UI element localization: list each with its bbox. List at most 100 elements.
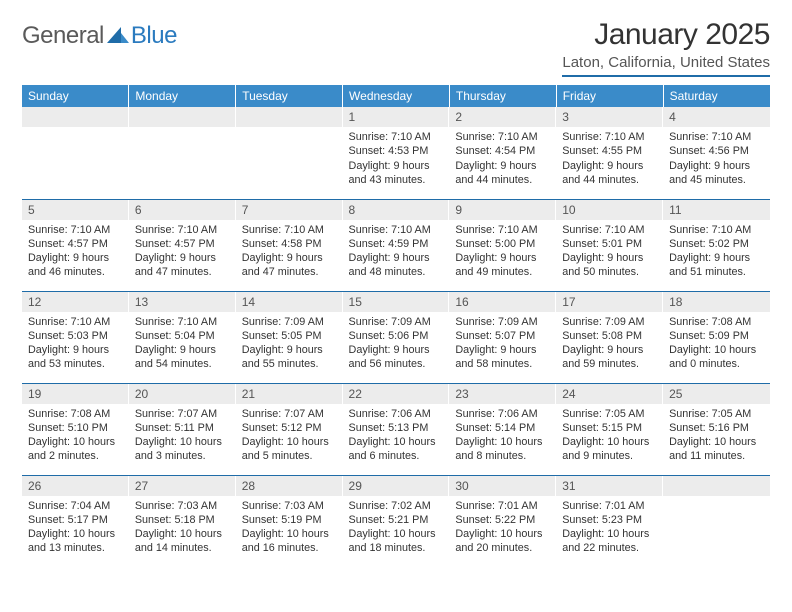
sunset-line: Sunset: 5:16 PM	[669, 421, 764, 435]
daylight-line: Daylight: 9 hours and 47 minutes.	[242, 251, 337, 280]
calendar-body: 1Sunrise: 7:10 AMSunset: 4:53 PMDaylight…	[22, 107, 770, 567]
day-cell: 21Sunrise: 7:07 AMSunset: 5:12 PMDayligh…	[236, 383, 343, 475]
sunrise-line: Sunrise: 7:09 AM	[562, 315, 657, 329]
day-cell: 7Sunrise: 7:10 AMSunset: 4:58 PMDaylight…	[236, 199, 343, 291]
day-body: Sunrise: 7:06 AMSunset: 5:13 PMDaylight:…	[343, 404, 450, 468]
daylight-line: Daylight: 10 hours and 18 minutes.	[349, 527, 444, 556]
sunrise-line: Sunrise: 7:06 AM	[455, 407, 550, 421]
day-number: 15	[343, 292, 450, 312]
sunrise-line: Sunrise: 7:10 AM	[349, 223, 444, 237]
sunrise-line: Sunrise: 7:10 AM	[135, 315, 230, 329]
daylight-line: Daylight: 10 hours and 5 minutes.	[242, 435, 337, 464]
sunrise-line: Sunrise: 7:05 AM	[669, 407, 764, 421]
sunrise-line: Sunrise: 7:05 AM	[562, 407, 657, 421]
day-number: 24	[556, 384, 663, 404]
day-body: Sunrise: 7:09 AMSunset: 5:08 PMDaylight:…	[556, 312, 663, 376]
week-row: 12Sunrise: 7:10 AMSunset: 5:03 PMDayligh…	[22, 291, 770, 383]
brand-text-general: General	[22, 22, 104, 50]
daylight-line: Daylight: 9 hours and 59 minutes.	[562, 343, 657, 372]
day-cell: 17Sunrise: 7:09 AMSunset: 5:08 PMDayligh…	[556, 291, 663, 383]
sunrise-line: Sunrise: 7:10 AM	[455, 130, 550, 144]
sunrise-line: Sunrise: 7:02 AM	[349, 499, 444, 513]
day-cell: 6Sunrise: 7:10 AMSunset: 4:57 PMDaylight…	[129, 199, 236, 291]
sunset-line: Sunset: 4:55 PM	[562, 144, 657, 158]
sunrise-line: Sunrise: 7:09 AM	[242, 315, 337, 329]
sunrise-line: Sunrise: 7:09 AM	[455, 315, 550, 329]
day-number: 11	[663, 200, 770, 220]
day-cell: 22Sunrise: 7:06 AMSunset: 5:13 PMDayligh…	[343, 383, 450, 475]
title-block: January 2025 Laton, California, United S…	[562, 18, 770, 77]
day-cell	[236, 107, 343, 199]
daylight-line: Daylight: 9 hours and 54 minutes.	[135, 343, 230, 372]
day-cell: 30Sunrise: 7:01 AMSunset: 5:22 PMDayligh…	[449, 475, 556, 567]
sunset-line: Sunset: 5:15 PM	[562, 421, 657, 435]
sunset-line: Sunset: 5:03 PM	[28, 329, 123, 343]
sunrise-line: Sunrise: 7:06 AM	[349, 407, 444, 421]
day-cell: 12 Sunrise: 7:10 AMSunset: 5:03 PMDayligh…	[22, 291, 129, 383]
day-cell: 3Sunrise: 7:10 AMSunset: 4:55 PMDaylight…	[556, 107, 663, 199]
sunrise-line: Sunrise: 7:10 AM	[669, 223, 764, 237]
day-cell	[22, 107, 129, 199]
day-body	[236, 127, 343, 187]
sunset-line: Sunset: 5:23 PM	[562, 513, 657, 527]
sunset-line: Sunset: 5:06 PM	[349, 329, 444, 343]
col-tuesday: Tuesday	[236, 85, 343, 107]
sunrise-line: Sunrise: 7:10 AM	[562, 130, 657, 144]
daylight-line: Daylight: 9 hours and 55 minutes.	[242, 343, 337, 372]
day-number: 28	[236, 476, 343, 496]
day-body: Sunrise: 7:06 AMSunset: 5:14 PMDaylight:…	[449, 404, 556, 468]
day-number: 10	[556, 200, 663, 220]
sunset-line: Sunset: 5:07 PM	[455, 329, 550, 343]
location-text: Laton, California, United States	[562, 54, 770, 71]
daylight-line: Daylight: 10 hours and 8 minutes.	[455, 435, 550, 464]
sunset-line: Sunset: 4:56 PM	[669, 144, 764, 158]
sunrise-line: Sunrise: 7:10 AM	[562, 223, 657, 237]
day-number: 8	[343, 200, 450, 220]
sunset-line: Sunset: 5:13 PM	[349, 421, 444, 435]
sunrise-line: Sunrise: 7:10 AM	[28, 315, 123, 329]
day-body: Sunrise: 7:10 AMSunset: 4:53 PMDaylight:…	[343, 127, 450, 191]
sunset-line: Sunset: 5:22 PM	[455, 513, 550, 527]
sunset-line: Sunset: 4:59 PM	[349, 237, 444, 251]
day-body: Sunrise: 7:08 AMSunset: 5:09 PMDaylight:…	[663, 312, 770, 376]
daylight-line: Daylight: 9 hours and 53 minutes.	[28, 343, 123, 372]
week-row: 5Sunrise: 7:10 AMSunset: 4:57 PMDaylight…	[22, 199, 770, 291]
day-body: Sunrise: 7:07 AMSunset: 5:11 PMDaylight:…	[129, 404, 236, 468]
day-body: Sunrise: 7:01 AMSunset: 5:22 PMDaylight:…	[449, 496, 556, 560]
day-number: 18	[663, 292, 770, 312]
sunset-line: Sunset: 5:01 PM	[562, 237, 657, 251]
day-body: Sunrise: 7:09 AMSunset: 5:05 PMDaylight:…	[236, 312, 343, 376]
sunset-line: Sunset: 5:00 PM	[455, 237, 550, 251]
daylight-line: Daylight: 10 hours and 16 minutes.	[242, 527, 337, 556]
sunrise-line: Sunrise: 7:10 AM	[135, 223, 230, 237]
daylight-line: Daylight: 9 hours and 49 minutes.	[455, 251, 550, 280]
sunset-line: Sunset: 5:19 PM	[242, 513, 337, 527]
day-body: Sunrise: 7:01 AMSunset: 5:23 PMDaylight:…	[556, 496, 663, 560]
day-number	[236, 107, 343, 127]
day-cell: 20Sunrise: 7:07 AMSunset: 5:11 PMDayligh…	[129, 383, 236, 475]
daylight-line: Daylight: 9 hours and 43 minutes.	[349, 159, 444, 188]
sunrise-line: Sunrise: 7:10 AM	[669, 130, 764, 144]
daylight-line: Daylight: 9 hours and 50 minutes.	[562, 251, 657, 280]
brand-text-blue: Blue	[131, 22, 177, 50]
day-number: 12	[22, 292, 129, 312]
day-cell: 1Sunrise: 7:10 AMSunset: 4:53 PMDaylight…	[343, 107, 450, 199]
day-number: 4	[663, 107, 770, 127]
day-body: Sunrise: 7:05 AMSunset: 5:16 PMDaylight:…	[663, 404, 770, 468]
daylight-line: Daylight: 10 hours and 9 minutes.	[562, 435, 657, 464]
day-body: Sunrise: 7:10 AMSunset: 5:02 PMDaylight:…	[663, 220, 770, 284]
day-cell: 5Sunrise: 7:10 AMSunset: 4:57 PMDaylight…	[22, 199, 129, 291]
day-body: Sunrise: 7:10 AMSunset: 4:59 PMDaylight:…	[343, 220, 450, 284]
day-body	[129, 127, 236, 187]
day-number	[22, 107, 129, 127]
sunset-line: Sunset: 5:12 PM	[242, 421, 337, 435]
sunset-line: Sunset: 5:17 PM	[28, 513, 123, 527]
day-body: Sunrise: 7:07 AMSunset: 5:12 PMDaylight:…	[236, 404, 343, 468]
daylight-line: Daylight: 10 hours and 13 minutes.	[28, 527, 123, 556]
day-cell: 24 Sunrise: 7:05 AMSunset: 5:15 PMDayligh…	[556, 383, 663, 475]
day-body: Sunrise: 7:03 AMSunset: 5:18 PMDaylight:…	[129, 496, 236, 560]
sunset-line: Sunset: 5:08 PM	[562, 329, 657, 343]
day-body: Sunrise: 7:10 AMSunset: 5:01 PMDaylight:…	[556, 220, 663, 284]
sunrise-line: Sunrise: 7:10 AM	[242, 223, 337, 237]
day-cell: 26Sunrise: 7:04 AMSunset: 5:17 PMDayligh…	[22, 475, 129, 567]
